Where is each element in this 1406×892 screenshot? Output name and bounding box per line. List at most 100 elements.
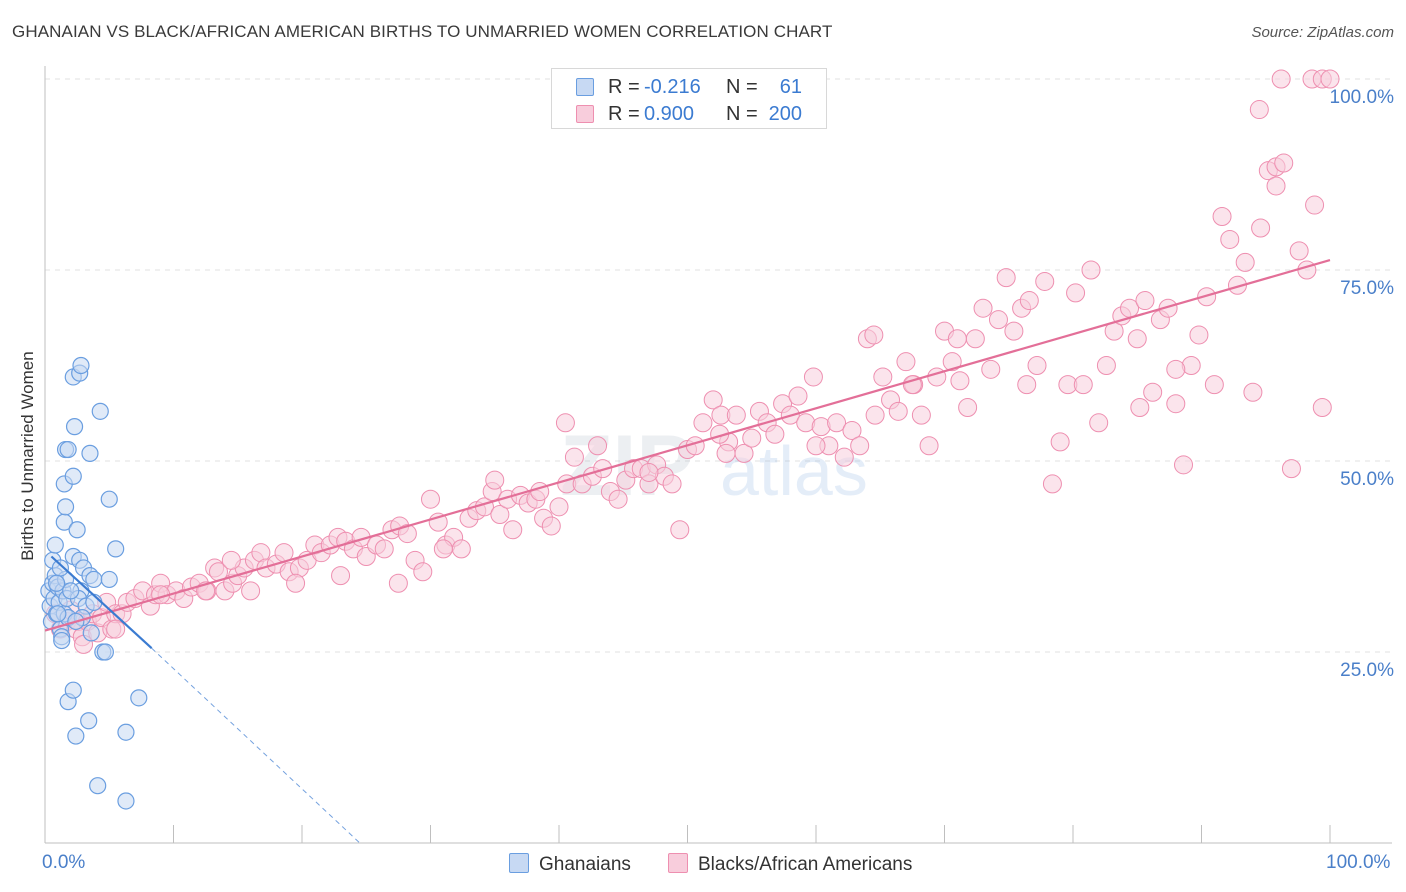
- trend-line-black: [44, 259, 1331, 632]
- black-african-american-point: [1320, 69, 1340, 89]
- ghanaian-point: [46, 536, 64, 554]
- axes: [44, 66, 1392, 844]
- black-african-american-point: [1297, 260, 1317, 280]
- y-tick-label: 100.0%: [1329, 87, 1394, 108]
- ghanaian-point: [59, 440, 77, 459]
- black-african-american-point: [1281, 459, 1301, 479]
- legend-swatch-blue: [509, 853, 529, 873]
- ghanaian-point: [91, 402, 109, 420]
- legend-item-ghanaians[interactable]: Ghanaians: [509, 852, 631, 878]
- ghanaian-point: [64, 681, 82, 699]
- ghanaian-point: [96, 643, 114, 661]
- ghanaian-point: [56, 498, 75, 516]
- black-african-american-point: [919, 436, 939, 456]
- black-african-american-point: [788, 386, 808, 406]
- trend-lines: [44, 259, 1331, 844]
- black-african-american-point: [1266, 176, 1286, 196]
- black-african-american-point: [286, 573, 306, 593]
- black-african-american-point: [958, 398, 978, 418]
- black-african-american-point: [850, 436, 870, 456]
- trend-line-ghanaians: [50, 555, 153, 649]
- black-african-american-point: [485, 470, 505, 490]
- black-african-american-point: [896, 352, 916, 372]
- black-african-american-point: [1305, 195, 1325, 215]
- legend-n-label: N =: [726, 103, 758, 125]
- ghanaian-point: [64, 467, 82, 485]
- black-african-american-point: [1042, 474, 1062, 494]
- black-african-american-point: [503, 520, 523, 540]
- black-african-american-point: [1166, 394, 1186, 414]
- black-african-american-points: [45, 69, 1340, 654]
- ghanaian-point: [72, 356, 90, 375]
- black-african-american-point: [703, 390, 723, 410]
- black-african-american-point: [1096, 356, 1116, 375]
- black-african-american-point: [864, 325, 884, 345]
- black-african-american-point: [662, 474, 682, 494]
- x-tick-label-min: 0.0%: [42, 852, 86, 873]
- black-african-american-point: [888, 401, 908, 421]
- black-african-american-point: [1143, 382, 1163, 402]
- black-african-american-point: [1220, 229, 1240, 249]
- black-african-american-point: [996, 268, 1016, 288]
- black-african-american-point: [947, 329, 967, 349]
- legend-item-black[interactable]: Blacks/African Americans: [668, 852, 912, 878]
- black-african-american-point: [433, 539, 453, 559]
- black-african-american-point: [670, 520, 690, 540]
- black-african-american-point: [1017, 375, 1037, 395]
- series-legend: Ghanaians Blacks/African Americans: [0, 852, 1406, 878]
- black-african-american-point: [1274, 153, 1294, 173]
- legend-swatch-pink: [576, 105, 594, 123]
- ghanaian-point: [82, 624, 100, 642]
- ghanaian-point: [53, 631, 71, 650]
- ghanaian-point: [49, 605, 67, 623]
- black-african-american-point: [981, 359, 1001, 379]
- black-african-american-point: [726, 405, 746, 425]
- black-african-american-point: [413, 562, 433, 582]
- black-african-american-point: [451, 539, 471, 559]
- black-african-american-point: [593, 459, 613, 479]
- ghanaian-point: [85, 570, 103, 589]
- ghanaian-point: [130, 689, 148, 707]
- black-african-american-point: [241, 581, 261, 601]
- ghanaian-point: [100, 570, 118, 589]
- black-african-american-point: [834, 447, 854, 467]
- legend-r-value: 0.900: [644, 103, 695, 125]
- ghanaian-point: [62, 582, 80, 600]
- black-african-american-point: [1004, 321, 1024, 341]
- black-african-american-point: [1235, 252, 1255, 272]
- legend-n-label: N =: [726, 76, 758, 98]
- black-african-american-point: [742, 428, 762, 448]
- black-african-american-point: [1289, 241, 1309, 261]
- black-african-american-point: [541, 516, 561, 536]
- black-african-american-point: [374, 539, 394, 559]
- black-african-american-point: [1212, 207, 1232, 227]
- black-african-american-point: [873, 367, 893, 387]
- trend-line-ghanaians-extension: [151, 647, 361, 844]
- legend-r-label: R =: [608, 76, 640, 98]
- svg-text:atlas: atlas: [720, 432, 868, 510]
- black-african-american-point: [1189, 325, 1209, 345]
- black-african-american-point: [388, 573, 408, 593]
- black-african-american-point: [1135, 291, 1155, 311]
- black-african-american-point: [221, 550, 241, 570]
- black-african-american-point: [608, 489, 628, 509]
- black-african-american-point: [1204, 375, 1224, 395]
- ghanaian-point: [51, 559, 70, 577]
- black-african-american-point: [397, 524, 417, 544]
- black-african-american-point: [827, 413, 847, 433]
- black-african-american-point: [965, 329, 985, 349]
- legend-label-ghanaians: Ghanaians: [539, 854, 631, 875]
- x-tick-label-max: 100.0%: [1326, 852, 1391, 873]
- black-african-american-point: [549, 497, 569, 517]
- ghanaian-point: [117, 792, 135, 810]
- black-african-american-point: [950, 371, 970, 391]
- legend-label-black: Blacks/African Americans: [698, 854, 913, 875]
- ghanaian-point: [65, 418, 84, 436]
- black-african-american-point: [865, 405, 885, 425]
- black-african-american-point: [693, 413, 713, 433]
- correlation-legend: R = -0.216 N = 61 R = 0.900 N = 200: [551, 68, 827, 129]
- black-african-american-point: [1158, 298, 1178, 318]
- source-attribution: Source: ZipAtlas.com: [1251, 24, 1394, 41]
- legend-swatch-blue: [576, 78, 594, 96]
